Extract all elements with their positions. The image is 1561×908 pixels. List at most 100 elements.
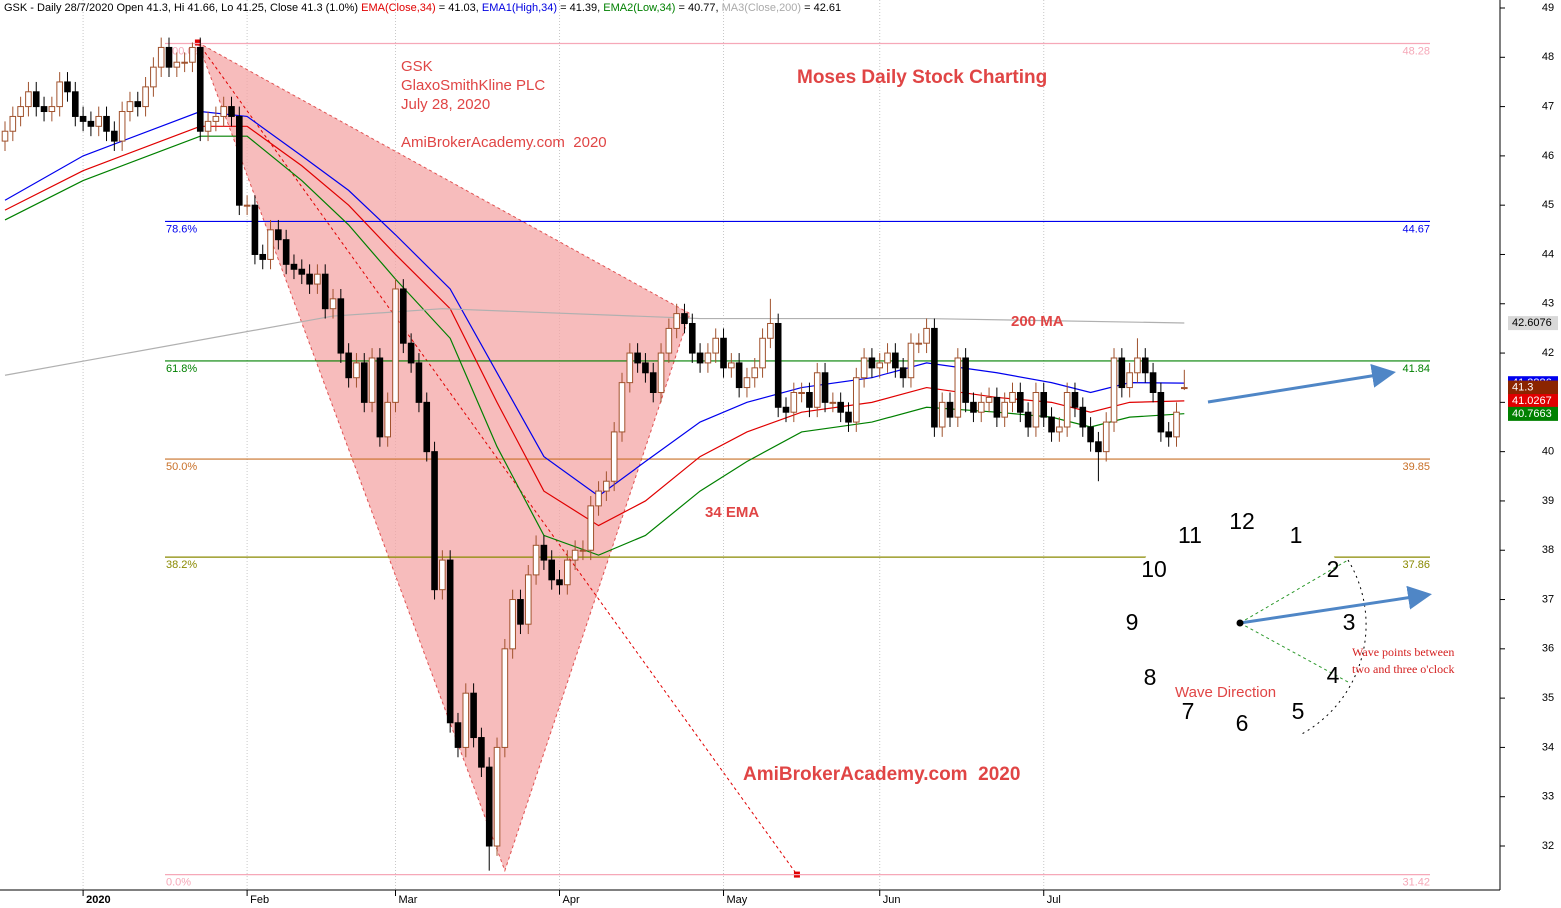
candle-body [493,746,501,847]
candle-body [899,367,907,379]
candle-body [337,298,345,354]
annotation: 200 MA [1011,313,1064,330]
clock-label: 9 [1126,609,1139,635]
clock-label: 11 [1178,522,1202,548]
y-tick-label: 42 [1542,347,1554,359]
candle-body [876,362,884,369]
y-tick-label: 49 [1542,2,1554,14]
candle-body [446,559,454,724]
header: GSK - Daily 28/7/2020 Open 41.3, Hi 41.6… [4,2,841,14]
candle-body [220,106,227,117]
y-tick-label: 33 [1542,791,1554,803]
candle-body [696,352,704,364]
candle-body [720,337,727,369]
clock-label: 10 [1141,556,1167,582]
candle-body [439,559,446,591]
candle-body [485,766,493,847]
candle-body [907,342,915,379]
candle-body [860,357,868,379]
candle-body [1071,391,1079,408]
candle-body [376,357,384,438]
candle-body [56,81,63,108]
fib-label: 0.0% [166,876,191,888]
candle-body [329,298,337,310]
projection-point [194,39,201,46]
candle-body [985,396,993,403]
candle-body [1181,387,1188,390]
x-tick-label: Jul [1047,894,1061,906]
candle-body [970,401,977,413]
value-tag [1508,316,1558,331]
candle-body [626,352,634,384]
candle-body [423,401,431,453]
x-tick-label: 2020 [86,894,110,906]
candle-body [17,106,24,117]
fib-value: 37.86 [1402,559,1430,571]
candle-body [688,322,696,354]
candle-body [829,401,837,404]
candle-body [9,115,17,132]
candle-body [48,106,56,113]
clock-label: 2 [1327,556,1340,582]
candle-body [142,86,149,108]
indicator-line [4,135,1185,556]
candle-body [634,352,641,364]
candle-body [392,288,399,403]
candle-body [243,204,251,207]
candle-body [1009,391,1016,403]
y-tick-label: 44 [1542,248,1554,260]
candle-body [743,377,751,389]
clock-label: 3 [1343,609,1356,635]
candle-body [1079,406,1087,428]
candle-body [1118,357,1126,389]
annotation: AmiBrokerAcademy.com 2020 [743,764,1020,785]
fib-label: 78.6% [166,223,197,235]
candle-body [1157,391,1165,433]
annotation: GSK [401,58,433,75]
candle-body [657,352,665,393]
candle-body [64,81,71,93]
trend-arrow [1207,363,1396,404]
candle-body [1063,391,1071,428]
wave-arrow [1239,585,1432,625]
candle-body [259,253,267,260]
annotation: Wave Direction [1175,684,1276,701]
candle-body [87,120,95,127]
candle-body [774,322,782,408]
candle-body [454,722,462,748]
candle-body [321,273,329,310]
candle-body [884,352,891,364]
candle-body [212,115,220,122]
x-tick-label: Feb [250,894,269,906]
candle-body [1032,391,1040,428]
candle-body [407,342,415,364]
y-tick-label: 46 [1542,150,1554,162]
candle-body [962,357,969,403]
candle-body [728,362,735,369]
candle-body [649,372,657,393]
candle-body [118,111,126,142]
candle-body [1110,357,1118,423]
y-tick-label: 37 [1542,593,1554,605]
candle-body [595,490,602,507]
value-tag [1508,380,1558,395]
header-part: EMA(Close,34) [361,2,436,14]
header-part: EMA1(High,34) [482,2,557,14]
clock-label: 8 [1144,664,1157,690]
candle-body [798,391,805,394]
clock-label: 1 [1290,522,1303,548]
candle-body [813,372,821,408]
candle-body [134,101,142,108]
value-tag [1508,394,1558,409]
y-tick-label: 36 [1542,643,1554,655]
candle-body [1134,357,1141,374]
clock-arc [1299,559,1367,736]
candle-body [1126,372,1133,389]
candle-body [1102,421,1110,453]
candle-body [1165,431,1172,438]
candle-body [1095,441,1102,453]
header-part: = 42.61 [801,2,841,14]
value-tag [1508,406,1558,421]
candle-body [1001,401,1008,418]
